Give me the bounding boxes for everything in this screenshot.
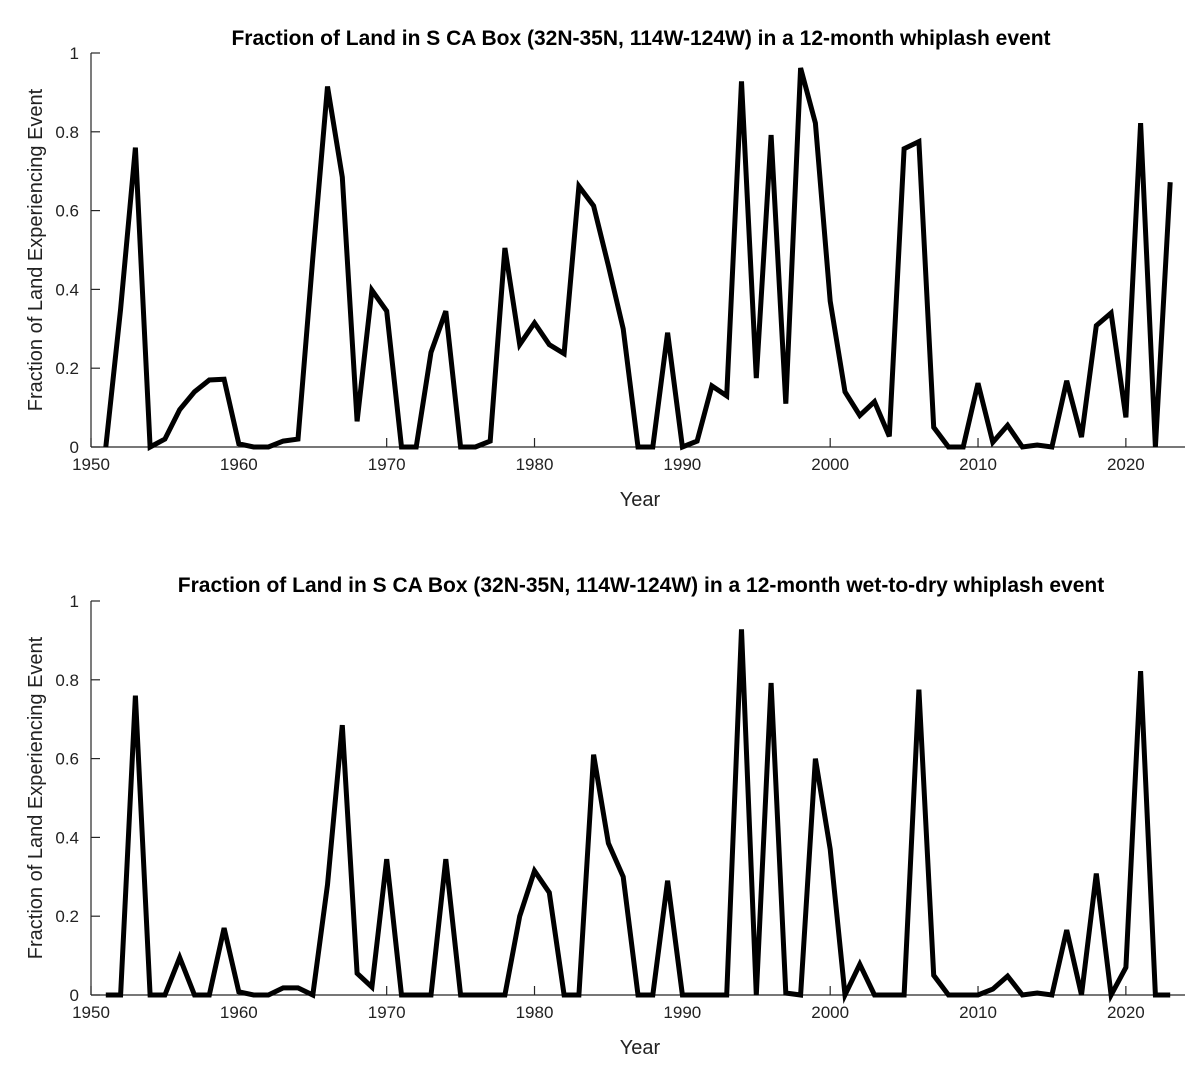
- top-x-tick-label: 1990: [663, 455, 701, 474]
- top-x-tick-label: 2000: [811, 455, 849, 474]
- bottom-y-tick-label: 0.8: [55, 671, 79, 690]
- top-x-tick-label: 1980: [516, 455, 554, 474]
- bottom-chart-panel: Fraction of Land in S CA Box (32N-35N, 1…: [25, 574, 1185, 1059]
- bottom-y-tick-label: 0.4: [55, 828, 79, 847]
- top-y-tick-label: 0.8: [55, 123, 79, 142]
- bottom-series-line: [105, 629, 1171, 1005]
- bottom-x-tick-label: 1960: [220, 1003, 258, 1022]
- top-chart-xlabel: Year: [620, 489, 661, 511]
- top-series-line: [103, 67, 1173, 452]
- bottom-x-tick-label: 1950: [72, 1003, 110, 1022]
- bottom-chart-ylabel: Fraction of Land Experiencing Event: [25, 636, 47, 959]
- top-chart-title: Fraction of Land in S CA Box (32N-35N, 1…: [231, 27, 1050, 50]
- bottom-x-tick-label: 2000: [811, 1003, 849, 1022]
- bottom-chart-xlabel: Year: [620, 1037, 661, 1059]
- top-chart-panel: Fraction of Land in S CA Box (32N-35N, 1…: [25, 27, 1185, 511]
- bottom-x-tick-label: 1990: [663, 1003, 701, 1022]
- bottom-x-tick-label: 2020: [1107, 1003, 1145, 1022]
- top-y-tick-label: 0: [70, 438, 79, 457]
- bottom-y-tick-label: 0.2: [55, 907, 79, 926]
- bottom-x-tick-label: 1970: [368, 1003, 406, 1022]
- top-x-tick-label: 1950: [72, 455, 110, 474]
- bottom-x-tick-label: 2010: [959, 1003, 997, 1022]
- bottom-x-tick-label: 1980: [516, 1003, 554, 1022]
- bottom-chart-title: Fraction of Land in S CA Box (32N-35N, 1…: [178, 574, 1104, 597]
- top-x-tick-label: 1970: [368, 455, 406, 474]
- top-y-tick-label: 0.2: [55, 359, 79, 378]
- top-y-tick-label: 1: [70, 44, 79, 63]
- bottom-y-tick-label: 1: [70, 592, 79, 611]
- top-chart-ylabel: Fraction of Land Experiencing Event: [25, 88, 47, 411]
- bottom-y-tick-label: 0.6: [55, 750, 79, 769]
- bottom-y-tick-label: 0: [70, 986, 79, 1005]
- top-y-tick-label: 0.6: [55, 202, 79, 221]
- top-y-tick-label: 0.4: [55, 280, 79, 299]
- top-x-tick-label: 2020: [1107, 455, 1145, 474]
- top-x-tick-label: 2010: [959, 455, 997, 474]
- top-x-tick-label: 1960: [220, 455, 258, 474]
